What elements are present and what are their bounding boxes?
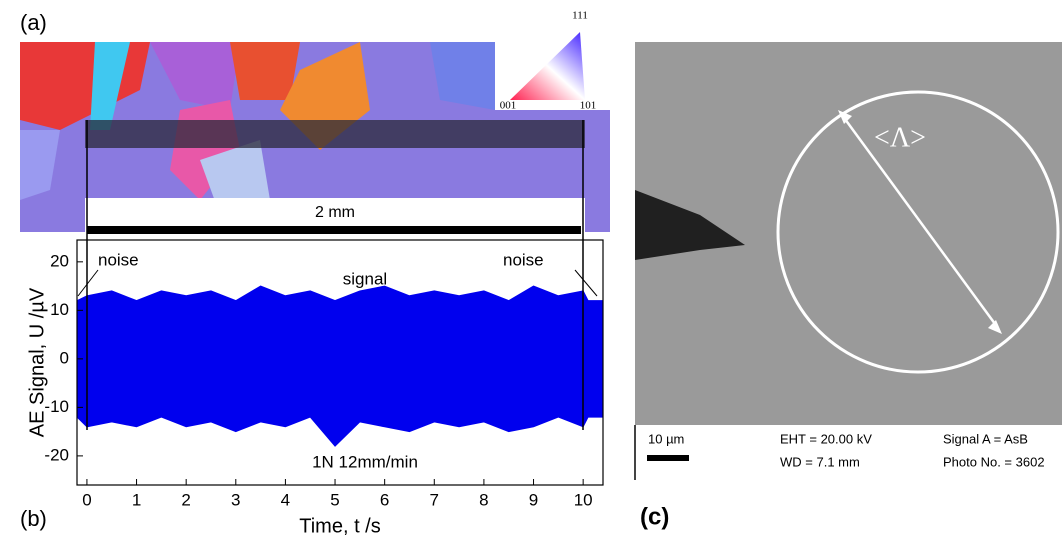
legend-label: 101 — [580, 100, 597, 112]
grain — [90, 42, 130, 130]
grain — [430, 42, 500, 110]
signal-info: Signal A = AsB — [943, 431, 1028, 446]
scratch-track — [85, 120, 585, 148]
scale-label: 2 mm — [315, 204, 355, 221]
grain — [230, 42, 300, 100]
annotation: noise — [503, 250, 544, 269]
x-tick-label: 1 — [132, 490, 141, 509]
y-tick-label: 10 — [50, 300, 69, 319]
eht: EHT = 20.00 kV — [780, 431, 872, 446]
ipf-triangle — [510, 32, 585, 100]
sem-scale: 10 µm — [648, 431, 684, 446]
circle — [776, 90, 1060, 374]
grain — [150, 42, 240, 110]
scale-bar — [87, 226, 581, 234]
wd: WD = 7.1 mm — [780, 454, 860, 469]
x-tick-label: 5 — [330, 490, 339, 509]
x-tick-label: 7 — [430, 490, 439, 509]
arrow-head — [988, 320, 1002, 334]
x-tick-label: 3 — [231, 490, 240, 509]
x-tick-label: 8 — [479, 490, 488, 509]
symbol: <Λ> — [874, 122, 926, 153]
sem-scale-bar — [647, 455, 689, 461]
y-axis-label: AE Signal, U /µV — [26, 287, 48, 437]
panel-label: (c) — [640, 503, 669, 530]
y-tick-label: 0 — [60, 348, 69, 367]
grain — [20, 130, 60, 200]
annotation-arrow — [77, 269, 99, 297]
x-tick-label: 6 — [380, 490, 389, 509]
annotation: signal — [343, 269, 387, 288]
annotation-arrow — [574, 269, 598, 297]
x-tick-label: 2 — [181, 490, 190, 509]
plot-frame — [76, 239, 604, 486]
x-tick-label: 10 — [574, 490, 593, 509]
legend-label: 001 — [500, 100, 517, 112]
annotation: noise — [98, 250, 139, 269]
panel-label: (b) — [20, 506, 47, 531]
legend-label: 111 — [572, 10, 588, 22]
x-tick-label: 9 — [529, 490, 538, 509]
y-tick-label: -10 — [44, 397, 69, 416]
x-axis-label: Time, t /s — [299, 515, 380, 537]
annotation: 1N 12mm/min — [312, 452, 418, 471]
grain — [200, 140, 270, 215]
indenter-shadow — [635, 190, 745, 260]
photo-info: Photo No. = 3602 — [943, 454, 1045, 469]
signal-band — [76, 285, 604, 447]
arrow — [840, 114, 1000, 329]
y-tick-label: -20 — [44, 445, 69, 464]
arrow-head — [838, 110, 852, 124]
y-tick-label: 20 — [50, 251, 69, 270]
x-tick-label: 4 — [281, 490, 290, 509]
x-tick-label: 0 — [82, 490, 91, 509]
panel-label: (a) — [20, 10, 47, 35]
